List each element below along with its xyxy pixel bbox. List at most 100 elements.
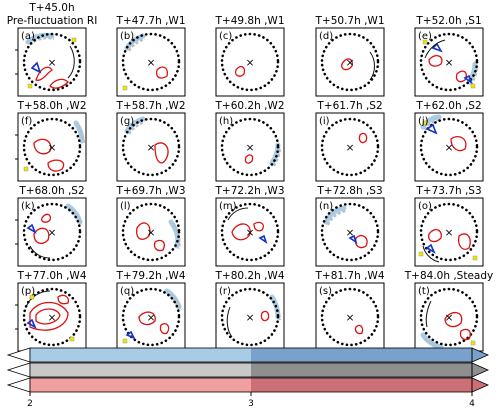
panel-label: (c) [219,31,232,42]
panel: T+80.2h ,W4 × (r) [215,270,285,352]
red-contour [428,54,443,67]
red-contour [341,58,353,71]
panel-label: (g) [120,116,134,127]
colorbar-segment-low [30,363,251,377]
gray-shading [273,147,281,167]
black-contour [29,245,51,259]
panel-frame [116,112,186,182]
yellow-marker [122,338,128,344]
shading-layer [168,219,181,250]
panel-title: T+84.0h ,Steady [404,270,493,282]
panel-label: (o) [418,201,432,212]
black-contour [425,300,432,328]
center-marker: × [445,312,454,324]
panel-label: (i) [319,116,330,127]
panel-label: (r) [219,286,231,297]
center-marker: × [48,57,57,69]
center-marker: × [147,57,156,69]
panel: T+49.8h ,W1 × (c) [215,15,285,97]
gray-shading [168,293,182,311]
panel-label: (p) [21,286,35,297]
panel: T+69.7h ,W3 × (l) [116,185,186,267]
panel-title: T+81.7h ,W4 [315,270,385,282]
red-contour [33,227,50,245]
blue-shading [168,219,181,249]
center-marker: × [48,142,57,154]
reference-circle [320,202,380,262]
panel-title: T+77.0h ,W4 [17,270,87,282]
panel-label: (h) [219,116,233,127]
red-contour [231,223,251,241]
colorbar-segment-high [251,348,472,362]
gray-shading [327,210,347,226]
red-contour [459,328,471,341]
panel-title: T+52.0h ,S1 [415,15,481,27]
gray-shading [69,208,83,226]
gray-shading [172,224,181,250]
black-contour [227,207,249,221]
colorbar-gray [6,362,489,378]
reference-circle [121,287,181,347]
reference-circle [22,202,82,262]
center-marker: × [48,227,57,239]
reference-circle [320,32,380,92]
panel-title: T+58.0h ,W2 [17,100,87,112]
colorbar-segment-low [30,378,251,392]
gray-shading [424,119,442,131]
panel: T+81.7h ,W4 × (s) [315,270,385,352]
reference-circle [22,32,82,92]
red-contour [47,159,65,172]
colorbar-extend-low [6,377,31,393]
red-contour [450,135,467,152]
red-contour [234,65,246,77]
blue-shading [420,114,442,130]
colorbar-extend-high [471,362,489,378]
blue-contour [431,42,443,53]
reference-circle [220,287,280,347]
center-marker: × [48,312,57,324]
yellow-marker [69,336,75,342]
panel-title: T+79.2h ,W4 [116,270,186,282]
reference-circle [320,287,380,347]
red-contour [428,229,442,243]
panel-frame [215,27,285,97]
yellow-marker [122,85,128,91]
colorbar-tick-label: 2 [27,399,33,409]
panel-label: (b) [120,31,134,42]
colorbar-extend-low [6,362,31,378]
panel: T+73.7h ,S3 × (o) [414,185,484,267]
yellow-marker [29,294,35,300]
colorbar-tick-label: 4 [469,399,475,409]
shading-layer [420,114,442,131]
panel-title: T+73.7h ,S3 [415,185,481,197]
yellow-marker [472,255,478,261]
panel-frame [116,197,186,267]
black-contour [67,45,75,79]
red-contour [457,233,471,250]
panel: T+68.0h ,S2 × (k) [15,185,87,267]
panel-label: (n) [319,201,333,212]
red-contour [155,66,169,79]
panel-title: T+72.8h ,S3 [316,185,382,197]
reference-circle [220,32,280,92]
colorbar-red [6,377,489,393]
gray-shading [77,125,85,145]
blue-shading [323,205,347,225]
colorbar-outline [29,362,473,378]
panel-frame [315,112,385,182]
red-contour [136,222,151,240]
panel-title: T+72.2h ,W3 [215,185,285,197]
panel-title: T+62.0h ,S2 [415,100,481,112]
colorbar-extend-high [471,377,489,393]
reference-circle [419,117,479,177]
panel-label: (q) [120,286,134,297]
panel-label: (e) [418,31,432,42]
colorbar-segment-low [30,348,251,362]
center-marker: × [445,227,454,239]
panel: T+62.0h ,S2 × (j) [414,100,484,182]
red-contour [57,294,70,305]
center-marker: × [346,312,355,324]
panel: T+50.7h ,W1 × (d) [315,15,385,97]
panel-frame [315,27,385,97]
